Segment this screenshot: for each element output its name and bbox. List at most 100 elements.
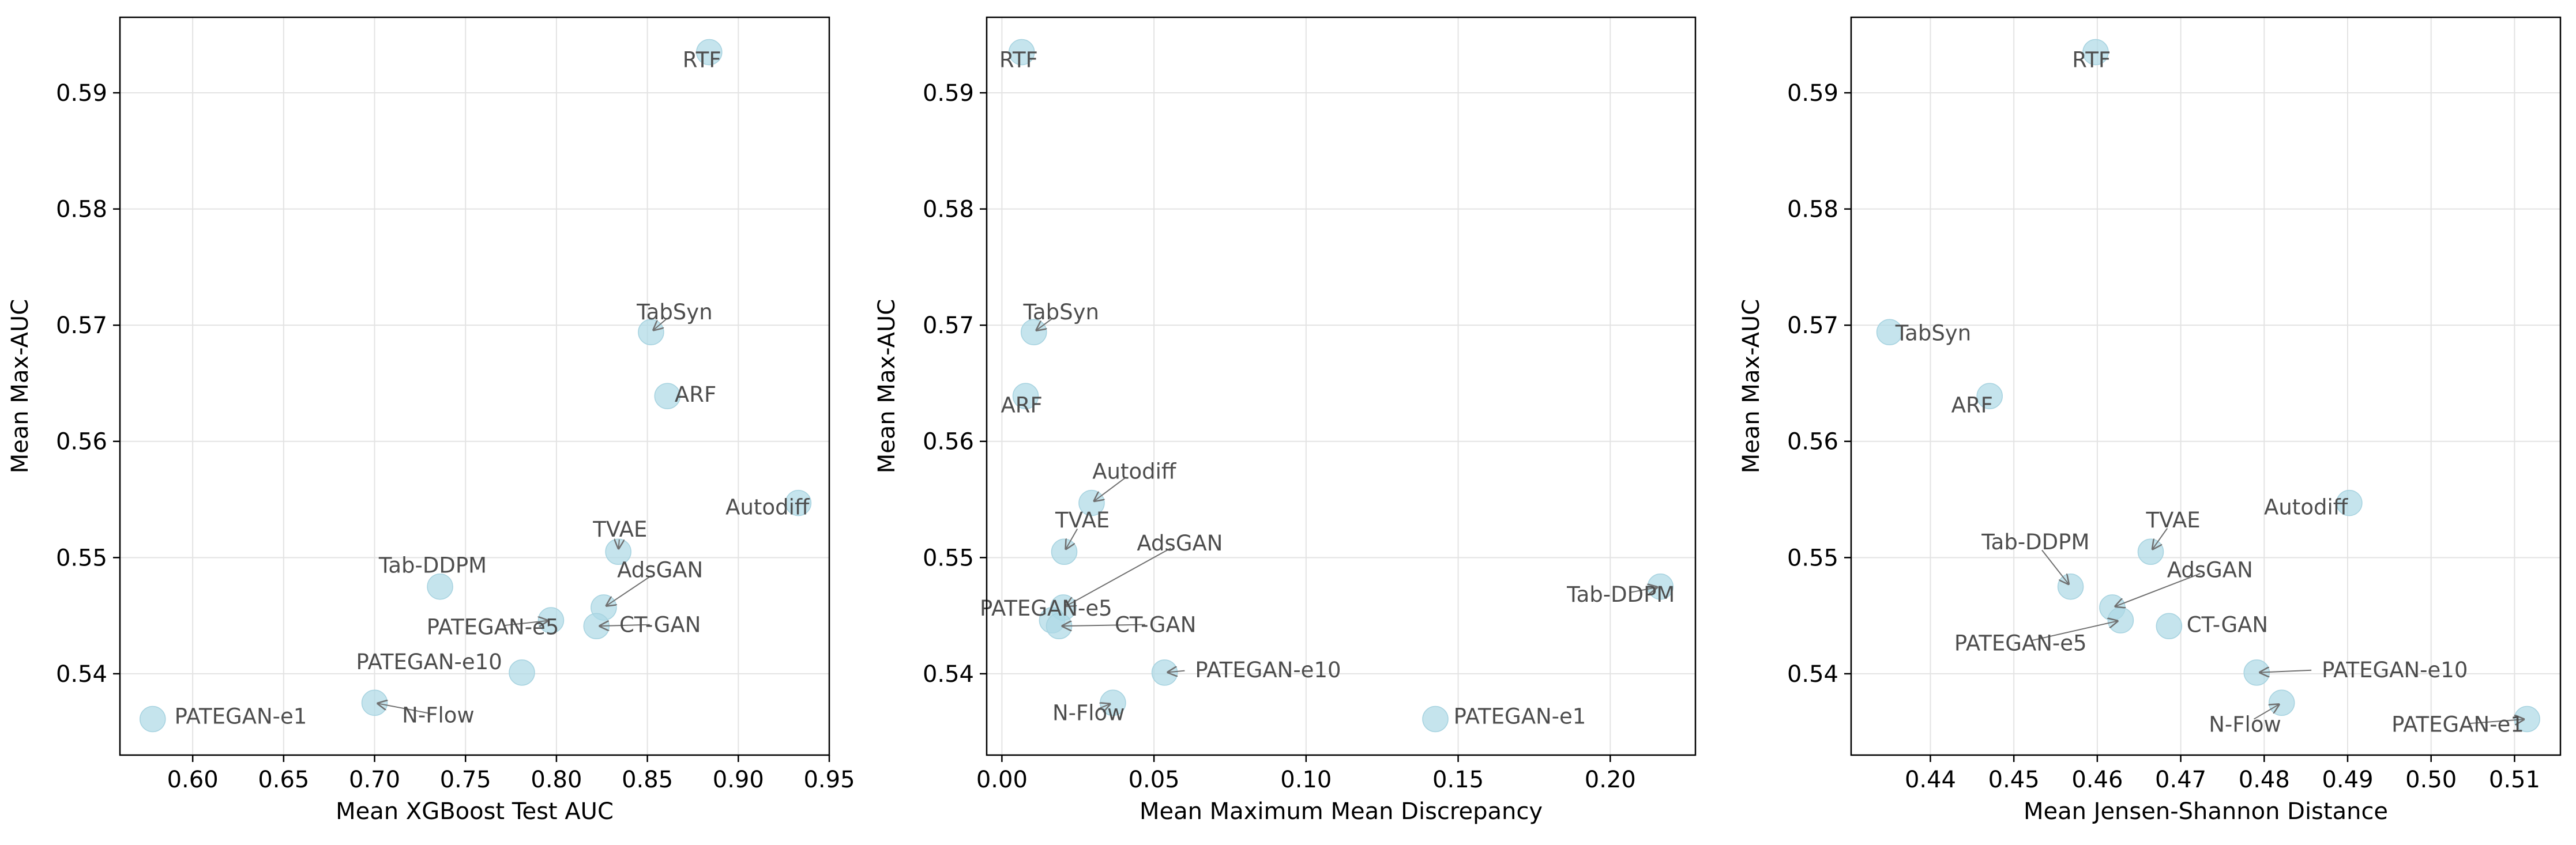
data-point xyxy=(2336,489,2363,516)
y-tick-label: 0.55 xyxy=(56,545,107,571)
point-label: N-Flow xyxy=(1052,701,1125,726)
y-tick-label: 0.56 xyxy=(56,429,107,455)
annotation-arrow xyxy=(2259,670,2312,673)
x-axis-label: Mean XGBoost Test AUC xyxy=(336,798,614,825)
point-label: RTF xyxy=(2072,48,2111,73)
x-tick-label: 0.50 xyxy=(2405,767,2457,793)
data-point xyxy=(1976,383,2003,409)
annotation-arrow xyxy=(1093,477,1127,501)
x-tick-label: 0.49 xyxy=(2322,767,2373,793)
point-label: PATEGAN-e10 xyxy=(2322,658,2468,682)
y-tick-label: 0.58 xyxy=(56,197,107,223)
point-label: Tab-DDPM xyxy=(1981,530,2089,554)
data-point xyxy=(785,489,812,516)
point-label: Tab-DDPM xyxy=(378,553,487,578)
y-tick-label: 0.59 xyxy=(1787,80,1838,107)
point-label: N-Flow xyxy=(402,703,475,728)
x-axis-label: Mean Maximum Mean Discrepancy xyxy=(1140,798,1543,825)
data-point xyxy=(1151,659,1178,686)
point-label: AdsGAN xyxy=(617,558,703,583)
point-label: RTF xyxy=(999,48,1038,73)
point-label: AdsGAN xyxy=(1137,531,1223,556)
annotation-arrow xyxy=(1065,548,1171,606)
y-tick-label: 0.57 xyxy=(1787,312,1838,339)
point-label: TVAE xyxy=(592,517,647,542)
data-point xyxy=(2057,573,2084,600)
y-tick-label: 0.54 xyxy=(56,661,107,688)
point-label: PATEGAN-e5 xyxy=(1954,631,2087,656)
data-point xyxy=(427,573,453,600)
data-point xyxy=(1876,319,1903,346)
panel-xgboost-auc: 0.60 0.65 0.70 0.75 0.80 0.85 0.90 0.95 0.54 0.55… xyxy=(7,16,855,825)
data-point xyxy=(1008,39,1035,66)
data-point xyxy=(140,706,166,733)
point-label: TVAE xyxy=(1055,508,1110,533)
point-label: PATEGAN-e5 xyxy=(980,596,1112,621)
annotation-arrow xyxy=(2152,528,2168,550)
y-axis-label: Mean Max-AUC xyxy=(7,299,33,474)
point-label: PATEGAN-e10 xyxy=(1195,658,1341,682)
y-tick-label: 0.55 xyxy=(923,545,974,571)
x-tick-label: 0.95 xyxy=(803,767,855,793)
annotation-arrow xyxy=(503,621,548,626)
data-point xyxy=(2137,538,2164,565)
y-tick-label: 0.58 xyxy=(923,197,974,223)
y-tick-label: 0.55 xyxy=(1787,545,1838,571)
annotation-arrow xyxy=(1631,587,1658,592)
point-label: Autodiff xyxy=(725,495,810,520)
point-label: ARF xyxy=(1001,393,1043,417)
y-tick-label: 0.56 xyxy=(1787,429,1838,455)
y-tick-label: 0.57 xyxy=(56,312,107,339)
y-tick-label: 0.58 xyxy=(1787,197,1838,223)
x-tick-label: 0.45 xyxy=(1988,767,2040,793)
x-tick-label: 0.70 xyxy=(349,767,400,793)
x-tick-label: 0.00 xyxy=(976,767,1028,793)
x-tick-label: 0.48 xyxy=(2239,767,2290,793)
point-label: PATEGAN-e10 xyxy=(356,650,502,674)
data-point xyxy=(1012,383,1039,409)
data-point xyxy=(2156,613,2183,640)
point-label: Autodiff xyxy=(1092,459,1177,484)
x-axis-label: Mean Jensen-Shannon Distance xyxy=(2024,798,2388,825)
y-tick-label: 0.54 xyxy=(1787,661,1838,688)
point-label: PATEGAN-e1 xyxy=(175,704,307,729)
y-tick-label: 0.59 xyxy=(56,80,107,107)
plot-frame xyxy=(1850,16,2562,756)
x-tick-label: 0.85 xyxy=(622,767,673,793)
annotation-arrow xyxy=(599,625,650,626)
y-tick-label: 0.56 xyxy=(923,429,974,455)
point-label: TVAE xyxy=(2145,508,2200,533)
annotation-arrow xyxy=(1062,625,1145,627)
point-label: PATEGAN-e5 xyxy=(427,614,559,639)
point-label: N-Flow xyxy=(2209,712,2281,737)
point-label: ARF xyxy=(675,382,716,407)
point-label: Autodiff xyxy=(2264,495,2349,520)
annotation-arrow xyxy=(1036,318,1054,331)
annotation-arrow xyxy=(2041,549,2069,584)
point-label: PATEGAN-e1 xyxy=(1454,704,1586,729)
point-label: CT-GAN xyxy=(2187,612,2268,637)
x-tick-label: 0.90 xyxy=(713,767,764,793)
x-tick-label: 0.46 xyxy=(2071,767,2123,793)
data-point xyxy=(361,689,388,716)
point-label: TabSyn xyxy=(1895,320,1971,345)
point-label: CT-GAN xyxy=(619,612,701,637)
annotation-arrow xyxy=(2115,573,2201,606)
x-tick-label: 0.60 xyxy=(167,767,219,793)
x-tick-label: 0.10 xyxy=(1280,767,1332,793)
point-label: PATEGAN-e1 xyxy=(2391,712,2524,737)
data-point xyxy=(2107,607,2134,633)
x-tick-label: 0.75 xyxy=(440,767,491,793)
annotation-arrow xyxy=(2254,704,2280,720)
x-tick-label: 0.65 xyxy=(258,767,309,793)
annotation-arrow xyxy=(2468,719,2525,723)
data-point xyxy=(509,659,535,686)
panel-jensen-shannon: 0.44 0.45 0.46 0.47 0.48 0.49 0.50 0.51 0.54 0.55… xyxy=(1738,16,2562,825)
y-axis-label: Mean Max-AUC xyxy=(874,299,900,474)
plot-frame xyxy=(119,16,830,756)
panel-mmd: 0.00 0.05 0.10 0.15 0.20 0.54 0.55 0.56 0.57 0.58… xyxy=(874,16,1697,825)
annotation-arrow xyxy=(1065,529,1078,550)
annotation-arrow xyxy=(653,318,667,331)
point-label: Tab-DDPM xyxy=(1566,582,1675,607)
annotation-arrow xyxy=(377,703,428,714)
